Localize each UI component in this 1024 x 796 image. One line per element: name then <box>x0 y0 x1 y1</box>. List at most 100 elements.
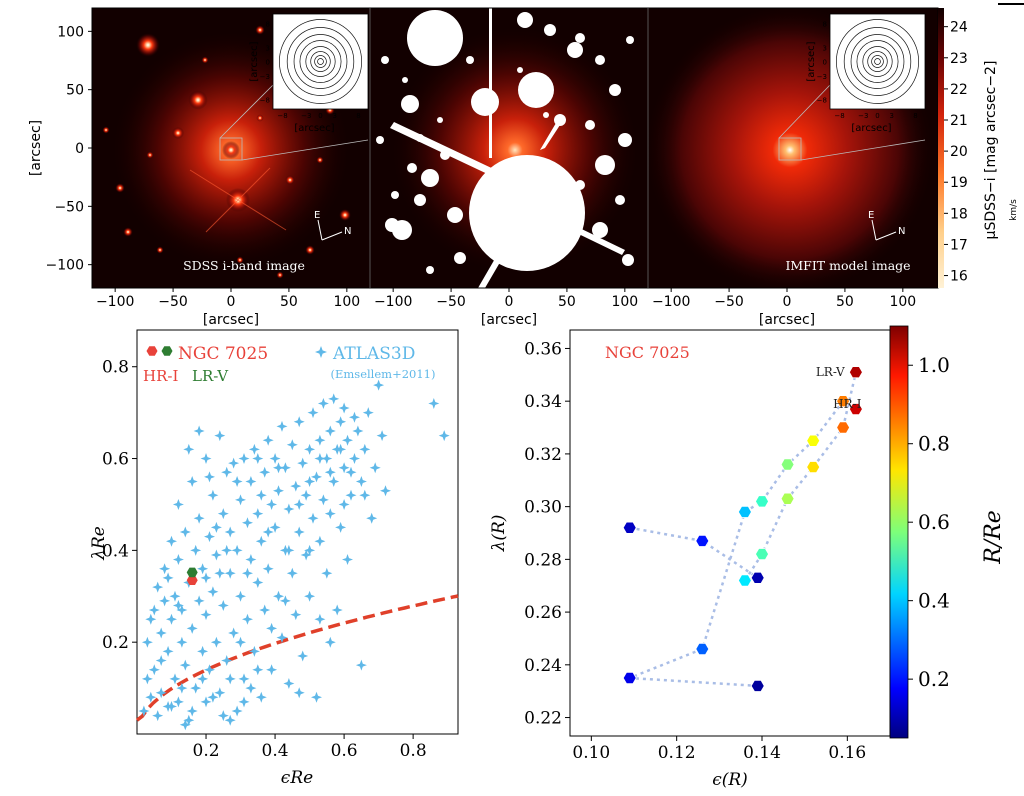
atlas-point <box>200 453 212 464</box>
mask-spike <box>560 220 625 255</box>
atlas-point <box>321 567 333 579</box>
star <box>123 227 133 237</box>
atlas-point <box>335 443 347 455</box>
left-x-axis-label: ϵRe <box>281 768 313 788</box>
atlas-point <box>349 453 360 464</box>
inset-y-tick: 0 <box>266 59 270 67</box>
atlas-point <box>148 664 160 676</box>
x-tick-label: −100 <box>374 294 412 310</box>
x-tick-label: 0 <box>227 294 236 310</box>
ngc-point-hr-i <box>186 575 198 585</box>
atlas-point <box>338 402 350 414</box>
atlas-point <box>193 425 205 437</box>
x-tick-label: 100 <box>333 294 360 310</box>
atlas-point <box>328 476 340 487</box>
atlas-point <box>279 595 291 607</box>
y-tick-label: 0.22 <box>524 709 562 729</box>
atlas-point <box>197 563 209 575</box>
radius-colorbar-label: R/Re <box>981 510 1006 565</box>
inset-x-tick: 8 <box>913 112 917 120</box>
star <box>255 25 265 35</box>
atlas-point <box>314 535 326 547</box>
zoom-connector <box>778 84 831 139</box>
x-tick-label: −50 <box>158 294 188 310</box>
atlas-point <box>273 485 284 497</box>
inset-x-tick: −8 <box>834 112 844 120</box>
atlas-point <box>259 604 271 616</box>
inset-y-tick: 3 <box>823 44 827 52</box>
atlas-point <box>342 434 353 446</box>
atlas-point <box>152 581 164 593</box>
y-tick-label: 0.32 <box>524 445 562 465</box>
inset-y-label: [arcsec] <box>249 41 260 81</box>
profile-point-hr-i <box>737 505 752 518</box>
atlas-point <box>145 691 157 703</box>
atlas-point <box>155 687 167 699</box>
atlas-point <box>369 462 381 474</box>
inset-frame <box>829 13 926 110</box>
atlas-point <box>245 476 257 487</box>
left-y-axis-label: λRe <box>89 526 109 561</box>
atlas-point <box>324 466 336 478</box>
top-panels: 8 3 0 −3 −8 −8 −3 0 3 8 [arcsec] [arcsec] 8 3 0 −3 −8 −8 −… <box>28 3 1024 328</box>
mask-circle <box>595 55 605 65</box>
x-tick-label: −100 <box>652 294 690 310</box>
profile-point-hr-i <box>755 495 769 508</box>
atlas-point <box>304 443 316 455</box>
atlas-point <box>266 622 278 634</box>
atlas-point <box>186 622 198 634</box>
atlas-point <box>141 636 153 648</box>
profile-point-hr-i <box>780 458 795 471</box>
star <box>201 56 209 64</box>
mask-circle <box>414 194 426 206</box>
atlas-point <box>324 636 336 648</box>
contour <box>862 46 893 77</box>
atlas-point <box>328 393 340 405</box>
profile-point-lr-v <box>737 574 752 587</box>
legend-marker-atlas <box>315 346 327 358</box>
atlas-point <box>197 645 209 657</box>
atlas-point <box>373 379 385 391</box>
atlas-point <box>207 691 219 703</box>
atlas-point <box>200 696 212 708</box>
atlas-point <box>248 645 260 657</box>
inset-y-tick: 3 <box>266 44 270 52</box>
inset-x-label: [arcsec] <box>294 123 334 134</box>
mask-circle <box>618 133 632 147</box>
panel-caption-imfit: IMFIT model image <box>785 258 910 273</box>
atlas-point <box>169 590 181 602</box>
atlas-point <box>238 453 250 464</box>
atlas-point <box>214 687 226 699</box>
profile-point-hr-i <box>695 643 710 655</box>
profile-point-lr-v <box>836 421 851 434</box>
legend-ngc-label: NGC 7025 <box>178 344 268 364</box>
atlas-point <box>355 476 367 487</box>
y-tick-label: 0.2 <box>102 633 129 653</box>
atlas-point <box>428 398 440 409</box>
atlas-point <box>269 453 281 464</box>
mask-circle <box>426 266 434 274</box>
contour <box>305 46 336 77</box>
colorbar-tick-label: 19 <box>950 175 968 191</box>
zoom-box <box>219 137 243 161</box>
compass-e-label: E <box>868 210 874 221</box>
atlas-point <box>266 499 278 510</box>
mask-circle <box>595 155 615 175</box>
contour <box>856 40 899 83</box>
atlas-point <box>172 600 184 611</box>
compass-arrow-e <box>317 219 323 241</box>
zoom-connector <box>219 84 274 139</box>
atlas-point <box>200 572 212 584</box>
inset-x-tick: 8 <box>356 112 360 120</box>
colorbar-tick-label: 0.6 <box>918 510 950 534</box>
mask-spike <box>540 123 560 150</box>
y-tick-label: −100 <box>46 258 84 274</box>
atlas-point <box>183 714 195 726</box>
separation-curve <box>135 594 459 722</box>
x-tick-label: 0.10 <box>572 743 610 763</box>
top-x-axis-label: [arcsec] <box>759 312 815 328</box>
contour <box>867 51 888 72</box>
profile-point-hr-i <box>848 403 863 416</box>
atlas-point <box>172 696 184 708</box>
atlas-point <box>342 554 353 565</box>
